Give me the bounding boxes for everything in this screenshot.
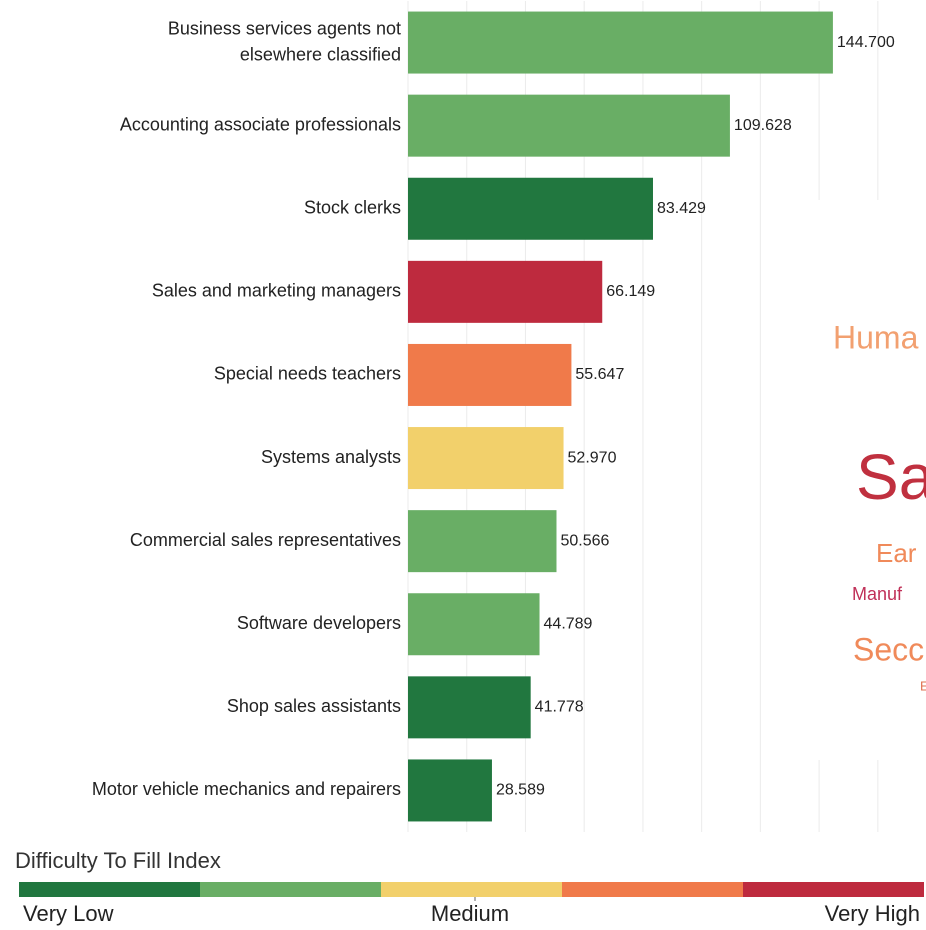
cloud-word: Manuf — [852, 584, 903, 604]
value-label: 50.566 — [560, 532, 609, 549]
value-label: 28.589 — [496, 782, 545, 799]
category-label: Sales and marketing managers — [152, 281, 401, 301]
bar — [408, 510, 557, 573]
value-label: 83.429 — [657, 200, 706, 217]
value-label: 66.149 — [606, 283, 655, 300]
value-label: 55.647 — [575, 366, 624, 383]
category-label: Shop sales assistants — [227, 696, 401, 716]
bar — [408, 343, 572, 406]
category-label: Systems analysts — [261, 447, 401, 467]
word-cloud-area — [780, 200, 926, 760]
legend-swatch — [562, 882, 743, 897]
value-label: 109.628 — [734, 117, 792, 134]
cloud-word: Sa — [856, 441, 926, 513]
bar — [408, 11, 833, 74]
legend-label: Medium — [431, 901, 509, 926]
value-label: 41.778 — [535, 699, 584, 716]
bar — [408, 177, 653, 240]
cloud-word: E — [920, 678, 926, 693]
legend-label: Very High — [825, 901, 920, 926]
bar — [408, 427, 564, 490]
cloud-word: Huma — [833, 319, 919, 355]
category-label: Special needs teachers — [214, 364, 401, 384]
legend-swatch — [200, 882, 381, 897]
value-label: 52.970 — [568, 449, 617, 466]
bar — [408, 759, 492, 822]
value-label: 44.789 — [544, 615, 593, 632]
bar — [408, 593, 540, 656]
cloud-word: Ear — [876, 538, 917, 568]
category-label: Motor vehicle mechanics and repairers — [92, 779, 401, 799]
legend-label: Very Low — [23, 901, 114, 926]
cloud-word: Secc — [853, 631, 924, 667]
category-label: Business services agents not elsewhere cl… — [168, 18, 401, 64]
category-label: Commercial sales representatives — [130, 530, 401, 550]
legend-swatch — [19, 882, 200, 897]
legend-title: Difficulty To Fill Index — [15, 848, 221, 873]
bar — [408, 94, 730, 157]
category-label: Software developers — [237, 613, 401, 633]
legend-swatch — [381, 882, 562, 897]
category-label: Stock clerks — [304, 198, 401, 218]
value-label: 144.700 — [837, 34, 895, 51]
bar — [408, 260, 603, 323]
bar — [408, 676, 531, 739]
category-label: Accounting associate professionals — [120, 114, 401, 134]
legend-swatch — [743, 882, 924, 897]
